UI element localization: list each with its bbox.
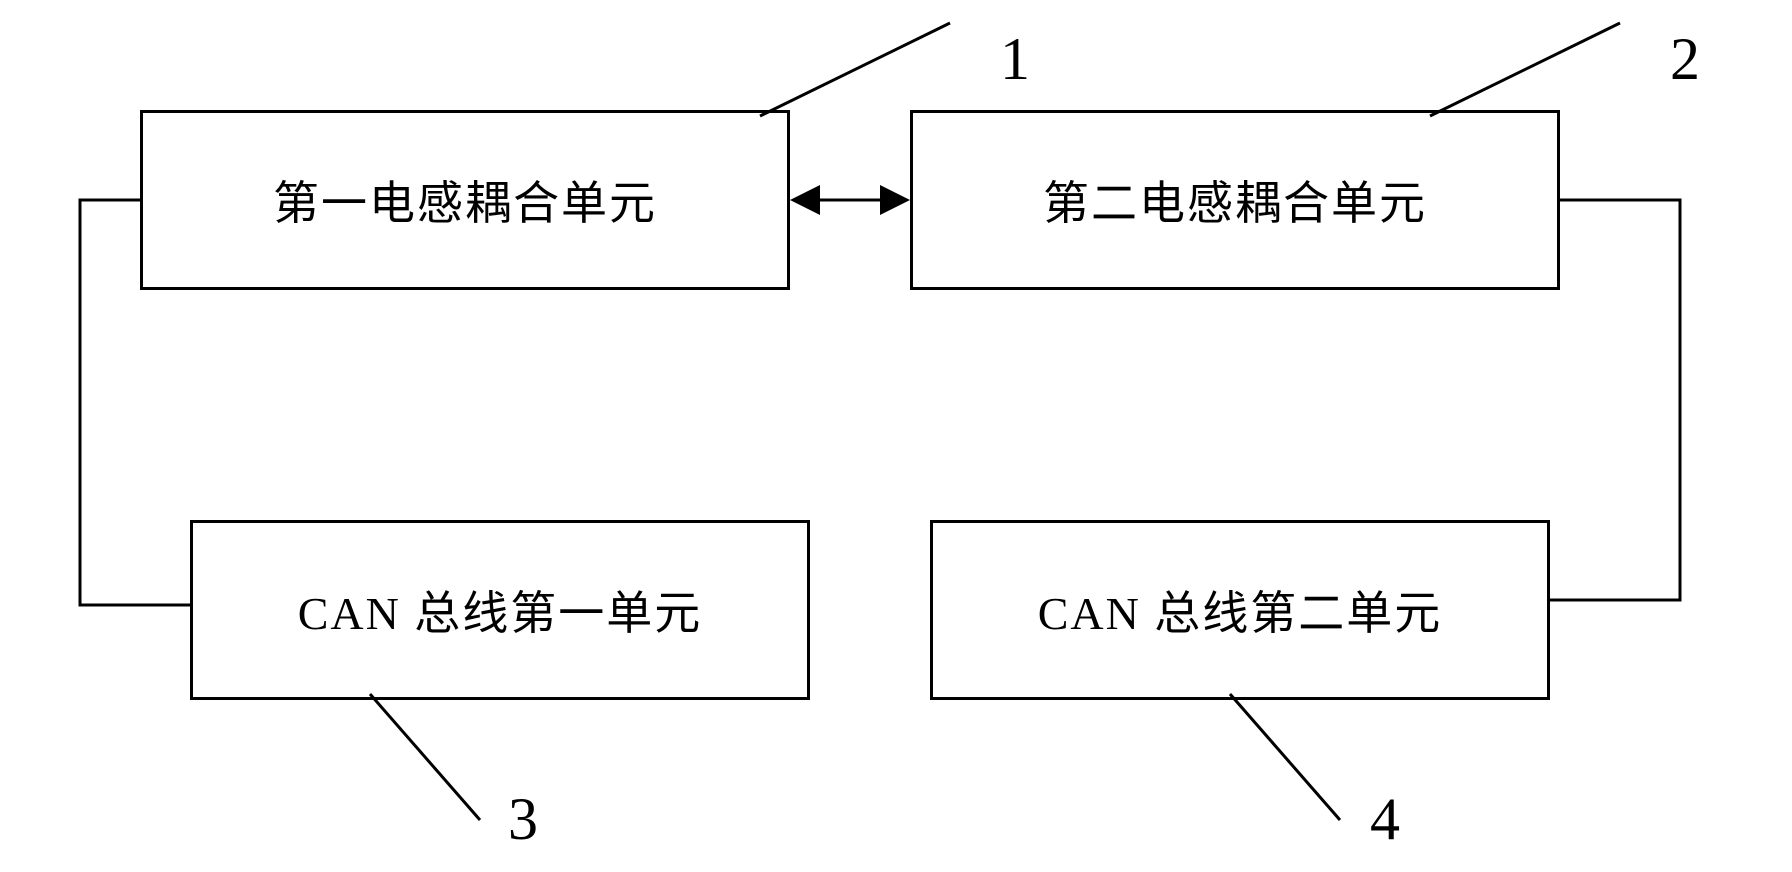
box-label: 第二电感耦合单元 (1043, 167, 1427, 233)
double-arrow-head-left (790, 185, 820, 215)
box-can-bus-2: CAN 总线第二单元 (930, 520, 1550, 700)
ref-number-2: 2 (1670, 25, 1700, 94)
box-can-bus-1: CAN 总线第一单元 (190, 520, 810, 700)
double-arrow-head-right (880, 185, 910, 215)
connector-right (1550, 200, 1680, 600)
leader-line-3 (370, 694, 480, 820)
box-label: CAN 总线第二单元 (1038, 577, 1443, 643)
ref-number-4: 4 (1370, 785, 1400, 854)
leader-line-4 (1230, 694, 1340, 820)
box-inductive-coupling-2: 第二电感耦合单元 (910, 110, 1560, 290)
box-label: 第一电感耦合单元 (273, 167, 657, 233)
box-inductive-coupling-1: 第一电感耦合单元 (140, 110, 790, 290)
diagram-canvas: 第一电感耦合单元 第二电感耦合单元 CAN 总线第一单元 CAN 总线第二单元 … (0, 0, 1792, 872)
ref-number-1: 1 (1000, 25, 1030, 94)
ref-number-3: 3 (508, 785, 538, 854)
leader-line-1 (760, 23, 950, 116)
box-label: CAN 总线第一单元 (298, 577, 703, 643)
leader-line-2 (1430, 23, 1620, 116)
